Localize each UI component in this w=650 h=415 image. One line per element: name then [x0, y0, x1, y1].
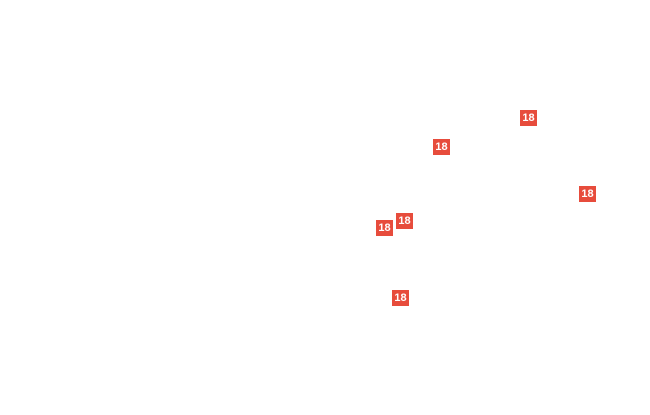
- part-callout-badge[interactable]: 18: [579, 186, 596, 202]
- part-callout-badge[interactable]: 18: [433, 139, 450, 155]
- part-callout-badge[interactable]: 18: [396, 213, 413, 229]
- part-callout-badge[interactable]: 18: [376, 220, 393, 236]
- part-callout-badge[interactable]: 18: [392, 290, 409, 306]
- part-callout-badge[interactable]: 18: [520, 110, 537, 126]
